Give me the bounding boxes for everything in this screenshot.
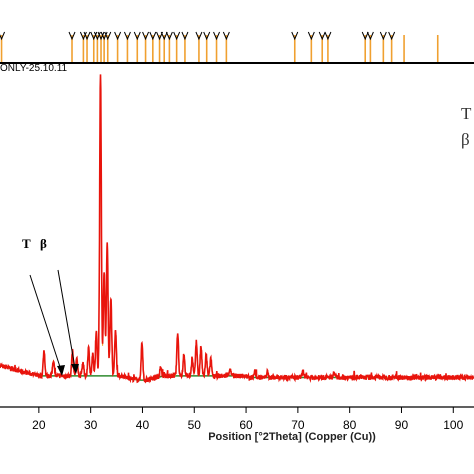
x-axis-title: Position [°2Theta] (Copper (Cu)) [208,431,376,443]
x-axis-ticks: 20 30 40 50 60 70 80 90 100 [32,407,464,432]
arrow-t-shaft [29,274,62,371]
reference-stick-marker [307,31,315,41]
annotation-t-label: T [22,236,31,251]
reference-stick-marker [123,31,131,41]
reference-stick-marker [318,31,326,41]
observed-pattern-line [0,74,474,384]
reference-stick-marker [181,31,189,41]
reference-stick-marker [149,31,157,41]
reference-stick-marker [366,31,374,41]
reference-stick-marker [68,31,76,41]
reference-stick-marker [324,31,332,41]
arrow-beta-shaft [57,269,76,369]
reference-stick-marker [142,31,150,41]
reference-stick-marker [222,31,230,41]
reference-stick-marker [213,31,220,41]
x-tick-label: 40 [136,418,150,432]
x-tick-label: 100 [443,418,463,432]
sample-id-label: ONLY-25.10.11 [0,63,68,74]
reference-stick-marker [160,31,168,41]
legend-beta-label: β [461,130,470,149]
x-tick-label: 30 [84,418,98,432]
arrow-beta-head [71,364,79,374]
annotation-arrows [29,269,79,376]
reference-stick-marker [0,31,6,41]
pattern-plot [0,74,474,384]
x-tick-label: 80 [343,418,357,432]
reference-stick-marker [133,31,141,41]
x-tick-label: 70 [291,418,305,432]
reference-sticks-panel [0,31,439,62]
x-tick-label: 60 [239,418,253,432]
x-tick-label: 50 [188,418,202,432]
annotation-beta-label: β [40,236,47,251]
reference-stick-marker [165,31,173,41]
reference-stick-marker [291,31,299,41]
reference-stick-marker [203,31,211,41]
reference-stick-marker [195,31,203,41]
reference-stick-marker [97,31,105,41]
reference-stick-marker [379,31,387,41]
reference-stick-marker [83,31,91,41]
reference-stick-marker [104,31,112,41]
reference-stick-marker [114,31,122,41]
arrow-t-head [57,365,65,376]
reference-stick-marker [156,31,164,41]
reference-stick-marker [173,31,181,41]
legend-t-label: T [461,104,472,123]
reference-stick-marker [388,31,396,41]
reference-stick-marker [361,31,369,41]
x-tick-label: 90 [395,418,409,432]
x-tick-label: 20 [32,418,46,432]
calculated-pattern-line [0,86,474,381]
